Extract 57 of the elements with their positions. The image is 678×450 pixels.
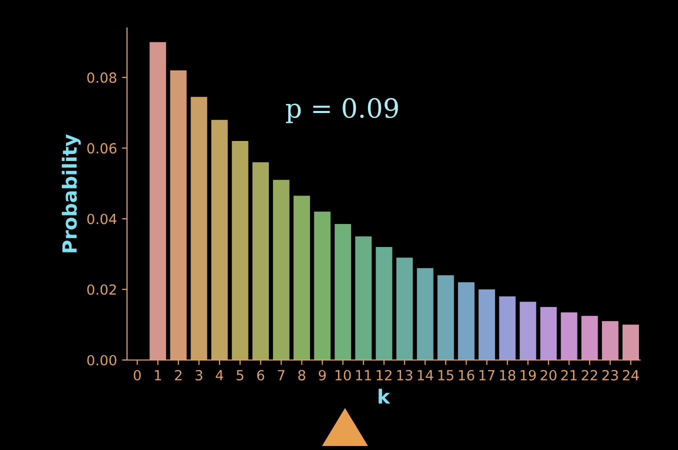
x-tick-label: 21 <box>561 370 577 380</box>
y-tick-label: 0.02 <box>87 284 116 295</box>
x-tick-label: 5 <box>236 370 244 380</box>
x-tick-label: 2 <box>175 370 182 380</box>
x-tick-label: 17 <box>480 370 494 380</box>
bar <box>252 162 269 360</box>
bar <box>602 321 618 360</box>
y-tick-label: 0.08 <box>87 72 116 83</box>
x-tick-label: 7 <box>278 370 284 380</box>
bar <box>170 70 187 360</box>
x-tick-label: 12 <box>376 370 392 380</box>
bar <box>334 224 352 360</box>
x-tick-label: 6 <box>257 370 264 380</box>
x-tick-label: 13 <box>397 370 412 380</box>
x-tick-label: 8 <box>298 370 306 380</box>
bar <box>211 120 228 360</box>
bar <box>437 275 454 360</box>
x-tick-label: 22 <box>582 370 598 380</box>
x-tick-label: 24 <box>622 370 639 380</box>
y-axis-title: Probability <box>62 134 81 252</box>
y-tick-label: 0.04 <box>87 214 116 224</box>
bar <box>520 302 536 360</box>
bar <box>478 289 496 360</box>
bar <box>499 296 516 360</box>
bar <box>581 316 598 360</box>
x-tick-label: 20 <box>540 370 556 380</box>
x-tick-label: 23 <box>602 370 618 380</box>
x-tick-label: 9 <box>318 370 326 380</box>
x-tick-label: 19 <box>520 370 536 380</box>
x-tick-label: 16 <box>458 370 474 380</box>
x-tick-label: 1 <box>154 370 161 380</box>
x-tick-label: 18 <box>500 370 516 380</box>
bar <box>150 42 166 360</box>
annotation: p = 0.09 <box>286 98 398 124</box>
bar <box>294 196 310 360</box>
bar <box>396 258 413 360</box>
bar <box>355 236 372 360</box>
bar <box>416 268 434 360</box>
bar <box>376 246 392 360</box>
x-tick-label: 10 <box>336 370 351 380</box>
x-tick-label: 15 <box>438 370 454 380</box>
x-tick-label: 0 <box>134 370 141 380</box>
bar <box>458 282 474 360</box>
x-axis-title: k <box>378 388 390 404</box>
y-tick-label: 0.06 <box>87 143 116 154</box>
bar <box>232 141 248 360</box>
x-tick-label: 4 <box>216 370 224 380</box>
bar <box>540 307 557 360</box>
bar <box>622 324 639 360</box>
bar <box>272 180 290 360</box>
bar <box>314 212 331 360</box>
y-tick-label: 0.00 <box>87 354 116 366</box>
x-tick-label: 3 <box>196 370 202 380</box>
x-tick-label: 11 <box>356 370 372 380</box>
bar <box>560 312 578 360</box>
bar <box>190 96 208 360</box>
x-tick-label: 14 <box>418 370 434 380</box>
